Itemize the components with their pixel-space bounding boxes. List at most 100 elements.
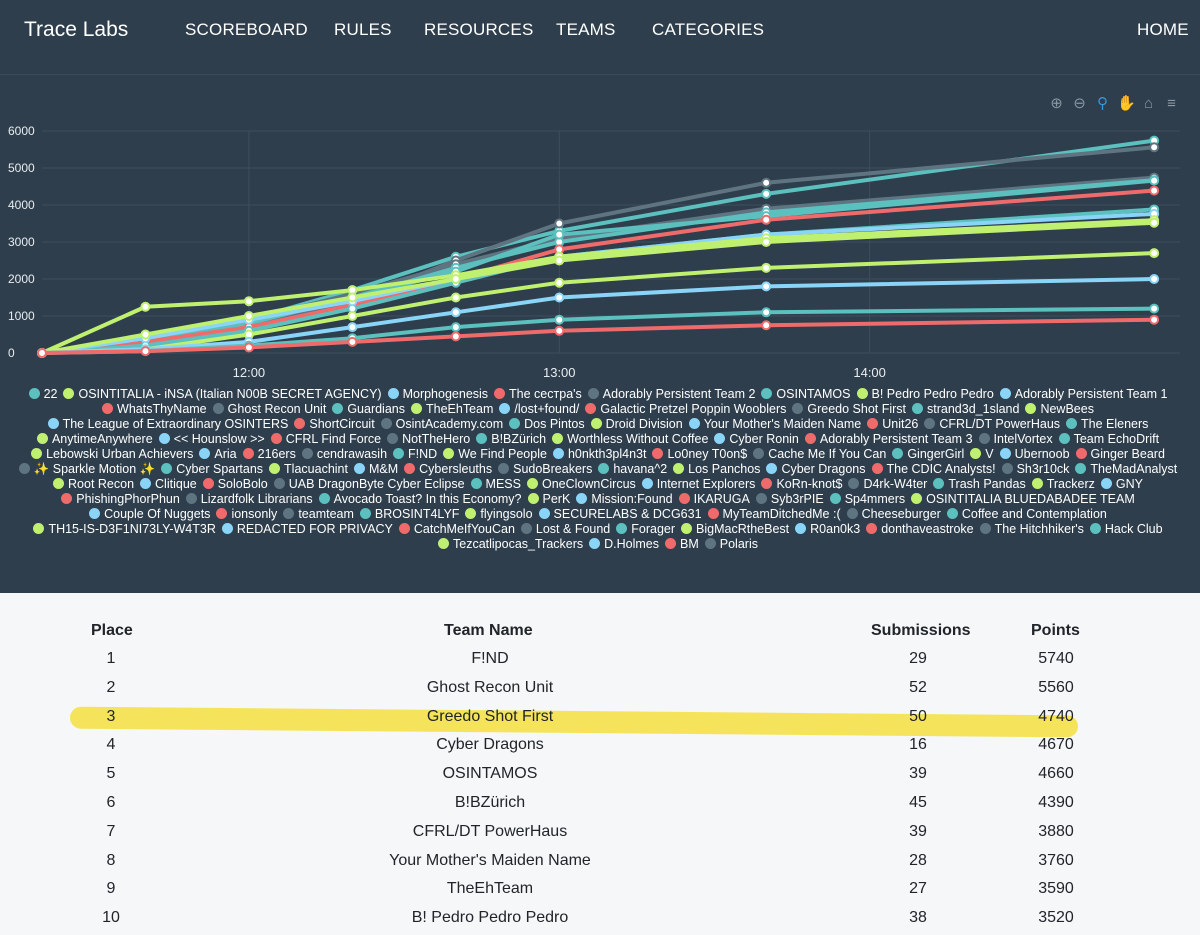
legend-item[interactable]: Lebowski Urban Achievers: [31, 447, 193, 462]
legend-item[interactable]: Couple Of Nuggets: [89, 507, 210, 522]
legend-item[interactable]: Droid Division: [590, 417, 683, 432]
table-row[interactable]: 3 Greedo Shot First 50 4740: [0, 703, 1200, 732]
data-point[interactable]: [761, 214, 772, 225]
reset-home-icon[interactable]: ⌂: [1143, 95, 1154, 112]
legend-item[interactable]: Cyber Spartans: [161, 462, 263, 477]
legend-item[interactable]: Adorably Persistent Team 2: [587, 387, 755, 402]
legend-item[interactable]: ionsonly: [216, 507, 277, 522]
legend-item[interactable]: We Find People: [443, 447, 547, 462]
legend-item[interactable]: CatchMeIfYouCan: [398, 522, 515, 537]
legend-item[interactable]: NotTheHero: [387, 432, 470, 447]
data-point[interactable]: [347, 292, 358, 303]
data-point[interactable]: [554, 277, 565, 288]
legend-item[interactable]: SoloBolo: [202, 477, 268, 492]
data-point[interactable]: [1149, 142, 1160, 153]
legend-item[interactable]: Avocado Toast? In this Economy?: [318, 492, 522, 507]
legend-item[interactable]: Trash Pandas: [933, 477, 1026, 492]
legend-item[interactable]: Lizardfolk Librarians: [185, 492, 313, 507]
data-point[interactable]: [554, 255, 565, 266]
legend-item[interactable]: Ginger Beard: [1075, 447, 1165, 462]
brand-logo[interactable]: Trace Labs: [24, 18, 129, 41]
legend-item[interactable]: BROSINT4LYF: [359, 507, 459, 522]
data-point[interactable]: [554, 292, 565, 303]
score-line-chart[interactable]: 0 1000 2000 3000 4000 5000 6000 12:00 13:00 14:00: [0, 115, 1200, 395]
legend-item[interactable]: The CDIC Analysts!: [871, 462, 996, 477]
legend-item[interactable]: B! Pedro Pedro Pedro: [856, 387, 994, 402]
legend-item[interactable]: SECURELABS & DCG631: [538, 507, 702, 522]
legend-item[interactable]: Tezcatlipocas_Trackers: [438, 537, 583, 552]
legend-item[interactable]: 22: [28, 387, 57, 402]
legend-item[interactable]: Your Mother's Maiden Name: [688, 417, 861, 432]
legend-item[interactable]: PerK: [527, 492, 570, 507]
legend-item[interactable]: Cache Me If You Can: [753, 447, 886, 462]
data-point[interactable]: [1149, 274, 1160, 284]
data-point[interactable]: [347, 336, 358, 347]
series-line[interactable]: [41, 218, 1155, 355]
data-point[interactable]: [450, 274, 461, 284]
nav-teams[interactable]: TEAMS: [556, 20, 616, 39]
data-point[interactable]: [140, 301, 151, 312]
legend-item[interactable]: h0nkth3pl4n3t: [552, 447, 646, 462]
legend-item[interactable]: Syb3rPIE: [755, 492, 824, 507]
data-point[interactable]: [761, 262, 772, 273]
legend-item[interactable]: Worthless Without Coffee: [552, 432, 708, 447]
legend-item[interactable]: IntelVortex: [978, 432, 1053, 447]
legend-item[interactable]: V: [970, 447, 994, 462]
legend-item[interactable]: OSINTAMOS: [761, 387, 851, 402]
legend-item[interactable]: cendrawasih: [301, 447, 387, 462]
header-place[interactable]: Place: [91, 622, 133, 639]
data-point[interactable]: [243, 311, 254, 321]
legend-item[interactable]: M&M: [353, 462, 398, 477]
table-row[interactable]: 10 B! Pedro Pedro Pedro 38 3520: [0, 904, 1200, 933]
legend-item[interactable]: REDACTED FOR PRIVACY: [221, 522, 393, 537]
legend-item[interactable]: Lo0ney T0on$: [652, 447, 747, 462]
team-name-cell[interactable]: F!ND: [471, 650, 509, 667]
legend-item[interactable]: TH15-IS-D3F1NI73LY-W4T3R: [33, 522, 216, 537]
legend-item[interactable]: Guardians: [332, 402, 405, 417]
legend-item[interactable]: UAB DragonByte Cyber Eclipse: [273, 477, 465, 492]
data-point[interactable]: [761, 188, 772, 199]
legend-item[interactable]: BM: [665, 537, 699, 552]
legend-item[interactable]: Ubernoob: [999, 447, 1070, 462]
legend-item[interactable]: WhatsThyName: [102, 402, 207, 417]
table-row[interactable]: 5 OSINTAMOS 39 4660: [0, 760, 1200, 789]
legend-item[interactable]: teamteam: [283, 507, 354, 522]
legend-item[interactable]: OSINTITALIA - iNSA (Italian N00B SECRET …: [63, 387, 382, 402]
data-point[interactable]: [243, 342, 254, 353]
legend-item[interactable]: donthaveastroke: [866, 522, 974, 537]
team-name-cell[interactable]: Greedo Shot First: [426, 707, 554, 725]
legend-item[interactable]: B!BZürich: [476, 432, 546, 447]
header-submissions[interactable]: Submissions: [871, 622, 971, 639]
data-point[interactable]: [1149, 314, 1160, 325]
nav-rules[interactable]: RULES: [334, 20, 392, 39]
legend-item[interactable]: Mission:Found: [576, 492, 673, 507]
legend-item[interactable]: Coffee and Contemplation: [946, 507, 1107, 522]
team-name-cell[interactable]: B! Pedro Pedro Pedro: [411, 909, 569, 927]
legend-item[interactable]: CFRL/DT PowerHaus: [924, 417, 1060, 432]
team-name-cell[interactable]: TheEhTeam: [446, 880, 534, 898]
data-point[interactable]: [1149, 248, 1160, 259]
legend-item[interactable]: TheMadAnalyst: [1075, 462, 1177, 477]
data-point[interactable]: [761, 237, 772, 247]
legend-item[interactable]: PhishingPhorPhun: [61, 492, 180, 507]
legend-item[interactable]: D4rk-W4ter: [848, 477, 927, 492]
data-point[interactable]: [37, 348, 47, 358]
legend-item[interactable]: Unit26: [867, 417, 918, 432]
legend-item[interactable]: Adorably Persistent Team 3: [804, 432, 973, 447]
table-row[interactable]: 2 Ghost Recon Unit 52 5560: [0, 674, 1200, 703]
legend-item[interactable]: CFRL Find Force: [270, 432, 381, 447]
data-point[interactable]: [554, 218, 565, 229]
legend-item[interactable]: Forager: [616, 522, 675, 537]
legend-item[interactable]: TheEhTeam: [411, 402, 493, 417]
legend-item[interactable]: GingerGirl: [892, 447, 964, 462]
team-name-cell[interactable]: OSINTAMOS: [442, 765, 538, 783]
data-point[interactable]: [450, 307, 461, 318]
data-point[interactable]: [243, 296, 254, 307]
legend-item[interactable]: Hack Club: [1089, 522, 1163, 537]
data-point[interactable]: [450, 322, 461, 333]
legend-item[interactable]: Cyber Dragons: [766, 462, 866, 477]
legend-item[interactable]: Tlacuachint: [269, 462, 348, 477]
legend-item[interactable]: Team EchoDrift: [1058, 432, 1159, 447]
team-name-cell[interactable]: B!BZürich: [454, 794, 526, 811]
legend-item[interactable]: The League of Extraordinary OSINTERS: [47, 417, 288, 432]
